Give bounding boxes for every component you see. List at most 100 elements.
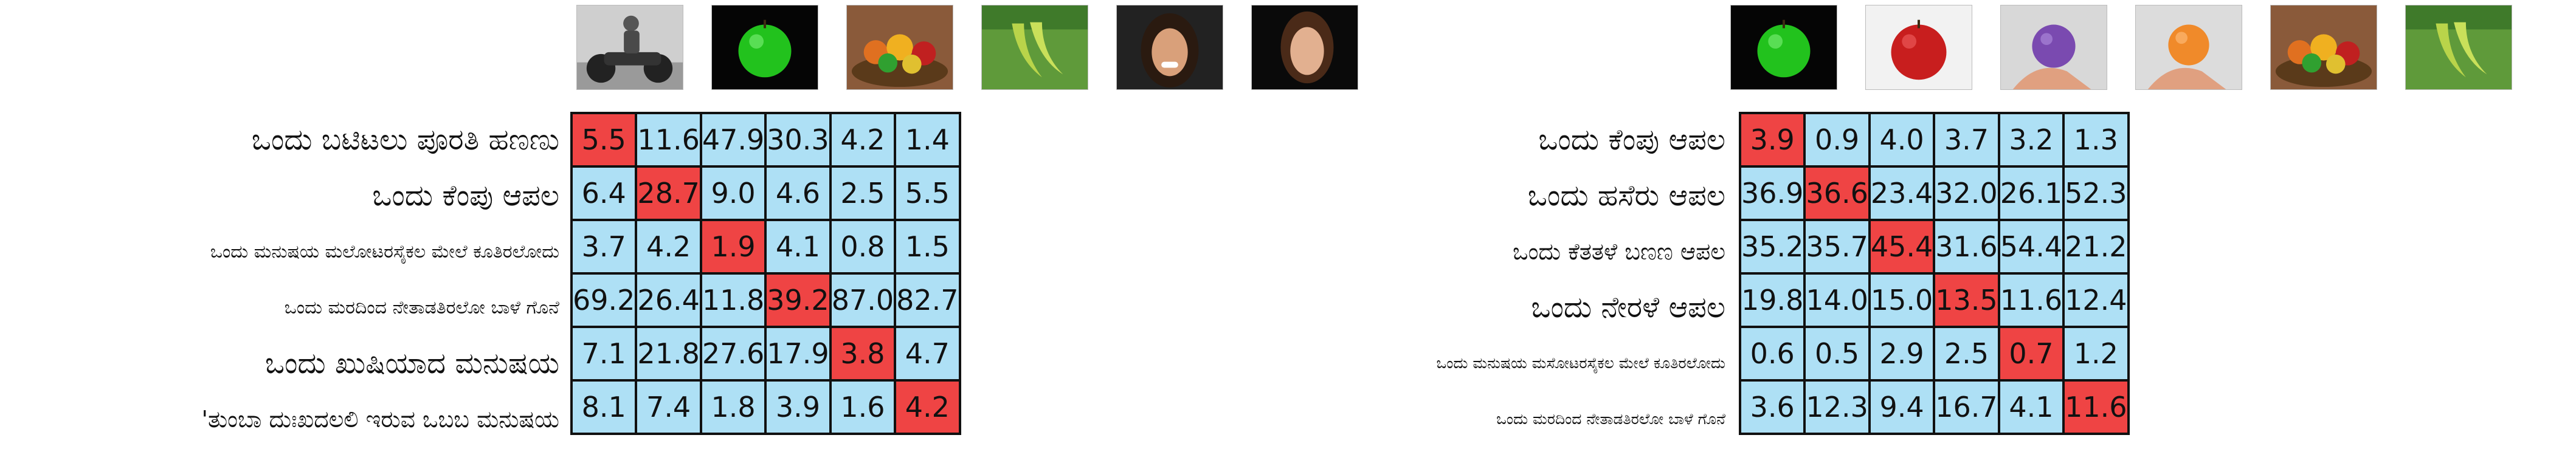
value-cell: 4.6 bbox=[764, 165, 832, 221]
sad-woman-image bbox=[1251, 5, 1358, 90]
row-label: ಒಂದು ಮರದಿಂದ ನೇತಾಡತಿರಲೋ ಬಾಳೆ ಗೊನೆ bbox=[284, 296, 559, 318]
value-cell: 0.7 bbox=[1997, 326, 2065, 382]
value-cell: 1.8 bbox=[699, 379, 767, 435]
value-cell: 11.6 bbox=[1997, 272, 2065, 328]
value-cell: 4.0 bbox=[1868, 112, 1936, 168]
value-cell: 45.4 bbox=[1868, 219, 1936, 275]
row-label: ಒಂದು ಕೆಂಪು ಆಪಲ bbox=[372, 178, 559, 213]
value-cell: 17.9 bbox=[764, 326, 832, 382]
value-cell: 0.6 bbox=[1738, 326, 1806, 382]
value-cell: 3.7 bbox=[570, 219, 638, 275]
value-cell: 19.8 bbox=[1738, 272, 1806, 328]
row-label: ಒಂದು ಮನುಷಯ ಮಲೋಟರಸೈಕಲ ಮೇಲೆ ಕೂತಿರಲೋದು bbox=[210, 241, 559, 262]
value-cell: 4.7 bbox=[894, 326, 961, 382]
laughing-woman-image bbox=[1116, 5, 1223, 90]
value-cell: 3.6 bbox=[1738, 379, 1806, 435]
value-cell: 0.8 bbox=[829, 219, 897, 275]
value-cell: 30.3 bbox=[764, 112, 832, 168]
value-cell: 52.3 bbox=[2062, 165, 2130, 221]
value-cell: 28.7 bbox=[635, 165, 702, 221]
table-row: 3.9 0.9 4.0 3.7 3.2 1.3 bbox=[1738, 112, 2130, 168]
value-cell: 8.1 bbox=[570, 379, 638, 435]
value-cell: 35.7 bbox=[1803, 219, 1871, 275]
left-image-header-row bbox=[0, 5, 1398, 92]
motorcyclist-image bbox=[576, 5, 683, 90]
value-cell: 1.3 bbox=[2062, 112, 2130, 168]
table-row: 5.5 11.6 47.9 30.3 4.2 1.4 bbox=[570, 112, 961, 168]
fruit-basket-image bbox=[2270, 5, 2377, 90]
value-cell: 21.8 bbox=[635, 326, 702, 382]
table-row: 3.7 4.2 1.9 4.1 0.8 1.5 bbox=[570, 219, 961, 275]
value-cell: 11.8 bbox=[699, 272, 767, 328]
fruit-basket-image bbox=[846, 5, 953, 90]
value-cell: 26.4 bbox=[635, 272, 702, 328]
value-cell: 3.7 bbox=[1933, 112, 2000, 168]
green-apple-image bbox=[711, 5, 818, 90]
table-row: 36.9 36.6 23.4 32.0 26.1 52.3 bbox=[1738, 165, 2130, 221]
row-label: ಒಂದು ಮರದಿಂದ ನೇತಾಡತಿರಲೋ ಬಾಳೆ ಗೊನೆ bbox=[1496, 409, 1725, 428]
value-cell: 1.5 bbox=[894, 219, 961, 275]
value-cell: 54.4 bbox=[1997, 219, 2065, 275]
value-cell: 1.6 bbox=[829, 379, 897, 435]
value-cell: 1.4 bbox=[894, 112, 961, 168]
row-label: ಒಂದು ಖುಷಿಯಾದ ಮನುಷಯ bbox=[264, 346, 559, 380]
value-cell: 3.9 bbox=[764, 379, 832, 435]
right-image-header-row bbox=[1398, 5, 2576, 92]
right-probability-table: 3.9 0.9 4.0 3.7 3.2 1.3 36.9 36.6 23.4 32.0 26.1 52… bbox=[1738, 112, 2130, 435]
value-cell: 9.0 bbox=[699, 165, 767, 221]
value-cell: 35.2 bbox=[1738, 219, 1806, 275]
value-cell: 4.2 bbox=[829, 112, 897, 168]
purple-apple-image bbox=[2000, 5, 2107, 90]
value-cell: 0.9 bbox=[1803, 112, 1871, 168]
table-row: 7.1 21.8 27.6 17.9 3.8 4.7 bbox=[570, 326, 961, 382]
value-cell: 11.6 bbox=[2062, 379, 2130, 435]
value-cell: 16.7 bbox=[1933, 379, 2000, 435]
value-cell: 6.4 bbox=[570, 165, 638, 221]
value-cell: 0.5 bbox=[1803, 326, 1871, 382]
value-cell: 7.4 bbox=[635, 379, 702, 435]
table-row: 6.4 28.7 9.0 4.6 2.5 5.5 bbox=[570, 165, 961, 221]
table-row: 8.1 7.4 1.8 3.9 1.6 4.2 bbox=[570, 379, 961, 435]
red-apple-image bbox=[1865, 5, 1972, 90]
left-probability-table: 5.5 11.6 47.9 30.3 4.2 1.4 6.4 28.7 9.0 4.6 2.5 5.5… bbox=[570, 112, 961, 435]
row-label: 'ತುಂಬಾ ದುಃಖದಲಲಿ ಇರುವ ಒಬಬ ಮನುಷಯ bbox=[201, 405, 559, 433]
value-cell: 14.0 bbox=[1803, 272, 1871, 328]
bananas-on-tree-image bbox=[2405, 5, 2512, 90]
value-cell: 32.0 bbox=[1933, 165, 2000, 221]
value-cell: 7.1 bbox=[570, 326, 638, 382]
row-label: ಒಂದು ಹಸೆರು ಆಪಲ bbox=[1527, 178, 1725, 213]
value-cell: 4.1 bbox=[1997, 379, 2065, 435]
value-cell: 13.5 bbox=[1933, 272, 2000, 328]
value-cell: 3.2 bbox=[1997, 112, 2065, 168]
value-cell: 4.2 bbox=[894, 379, 961, 435]
value-cell: 1.2 bbox=[2062, 326, 2130, 382]
value-cell: 21.2 bbox=[2062, 219, 2130, 275]
value-cell: 2.5 bbox=[829, 165, 897, 221]
value-cell: 3.8 bbox=[829, 326, 897, 382]
value-cell: 2.5 bbox=[1933, 326, 2000, 382]
row-label: ಒಂದು ಮನುಷಯ ಮಸೋಟರಸೈಕಲ ಮೇಲೆ ಕೂತಿರಲೋದು bbox=[1436, 354, 1725, 372]
table-row: 19.8 14.0 15.0 13.5 11.6 12.4 bbox=[1738, 272, 2130, 328]
bananas-on-tree-image bbox=[981, 5, 1088, 90]
value-cell: 2.9 bbox=[1868, 326, 1936, 382]
row-label: ಒಂದು ಬಟಿಟಲು ಪೂರತಿ ಹಣಣು bbox=[251, 122, 559, 157]
value-cell: 11.6 bbox=[635, 112, 702, 168]
value-cell: 47.9 bbox=[699, 112, 767, 168]
value-cell: 4.2 bbox=[635, 219, 702, 275]
table-row: 35.2 35.7 45.4 31.6 54.4 21.2 bbox=[1738, 219, 2130, 275]
row-label: ಒಂದು ನೇರಳೆ ಆಪಲ bbox=[1531, 290, 1725, 324]
value-cell: 82.7 bbox=[894, 272, 961, 328]
value-cell: 3.9 bbox=[1738, 112, 1806, 168]
value-cell: 5.5 bbox=[570, 112, 638, 168]
value-cell: 4.1 bbox=[764, 219, 832, 275]
table-row: 69.2 26.4 11.8 39.2 87.0 82.7 bbox=[570, 272, 961, 328]
value-cell: 12.4 bbox=[2062, 272, 2130, 328]
value-cell: 27.6 bbox=[699, 326, 767, 382]
value-cell: 69.2 bbox=[570, 272, 638, 328]
value-cell: 39.2 bbox=[764, 272, 832, 328]
value-cell: 23.4 bbox=[1868, 165, 1936, 221]
row-label: ಒಂದು ಕೆತತಳೆ ಬಣಣ ಆಪಲ bbox=[1513, 238, 1725, 265]
value-cell: 1.9 bbox=[699, 219, 767, 275]
row-label: ಒಂದು ಕೆಂಪು ಆಪಲ bbox=[1538, 122, 1725, 157]
orange-apple-image bbox=[2135, 5, 2242, 90]
